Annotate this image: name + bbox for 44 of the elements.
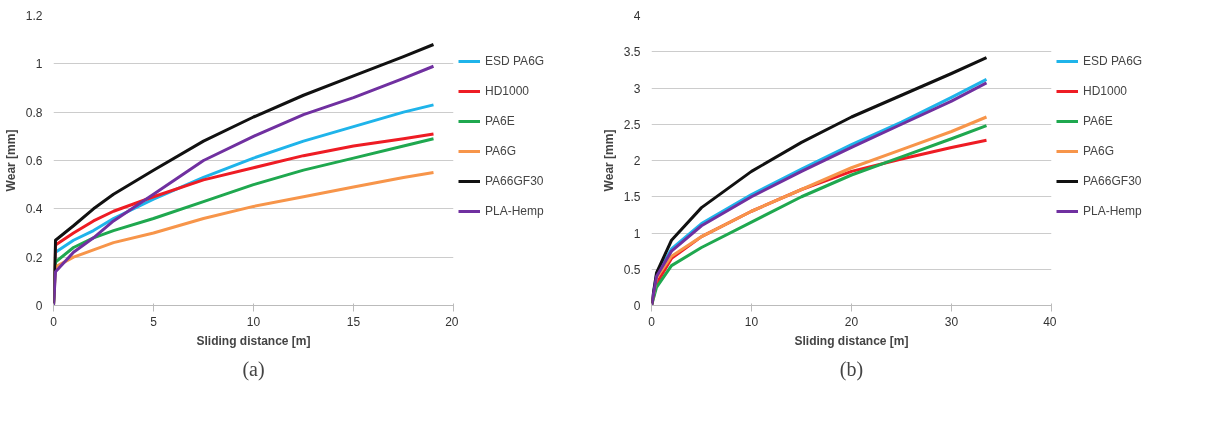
legend-label: ESD PA6G: [1083, 54, 1143, 68]
y-tick-label: 1: [35, 57, 43, 72]
y-tick-label: 3: [633, 81, 641, 96]
legend-label: PA6G: [485, 144, 517, 158]
legend-label: HD1000: [1083, 84, 1128, 98]
y-tick-label: 0: [633, 299, 641, 313]
legend-label: PA6G: [1083, 144, 1115, 158]
legend-label: PLA-Hemp: [1083, 204, 1142, 218]
legend-label: ESD PA6G: [485, 54, 545, 68]
y-tick-label: 2.5: [623, 117, 641, 132]
x-tick-label: 30: [944, 314, 959, 329]
legend-label: PLA-Hemp: [485, 204, 544, 218]
x-tick-label: 20: [445, 314, 459, 329]
y-tick-label: 0.2: [25, 250, 43, 265]
y-tick-label: 0: [35, 299, 43, 313]
x-tick-label: 0: [648, 314, 656, 329]
x-tick-label: 40: [1043, 314, 1057, 329]
x-tick-label: 15: [346, 314, 361, 329]
legend-label: PA66GF30: [485, 174, 544, 188]
y-axis-title: Wear [mm]: [601, 129, 616, 192]
y-tick-label: 1: [633, 226, 641, 241]
legend-label: PA6E: [1083, 114, 1113, 128]
x-tick-label: 10: [744, 314, 759, 329]
x-axis-title: Sliding distance [m]: [794, 333, 909, 348]
y-axis-title: Wear [mm]: [3, 129, 18, 192]
y-tick-label: 2: [633, 154, 641, 168]
x-tick-label: 10: [246, 314, 261, 329]
y-tick-label: 1.2: [25, 9, 43, 23]
text: (b): [839, 357, 864, 381]
legend-label: PA66GF30: [1083, 174, 1142, 188]
x-tick-label: 0: [50, 314, 58, 329]
y-tick-label: 4: [633, 9, 641, 23]
y-tick-label: 0.6: [25, 154, 43, 168]
y-tick-label: 1.5: [623, 190, 641, 205]
x-tick-label: 5: [150, 314, 158, 329]
y-tick-label: 3.5: [623, 45, 641, 60]
x-axis-title: Sliding distance [m]: [196, 333, 311, 348]
x-tick-label: 20: [844, 314, 859, 329]
text: (a): [242, 357, 265, 381]
legend-label: HD1000: [485, 84, 530, 98]
y-tick-label: 0.8: [25, 105, 43, 120]
legend-label: PA6E: [485, 114, 515, 128]
y-tick-label: 0.4: [25, 202, 43, 217]
y-tick-label: 0.5: [623, 262, 641, 277]
